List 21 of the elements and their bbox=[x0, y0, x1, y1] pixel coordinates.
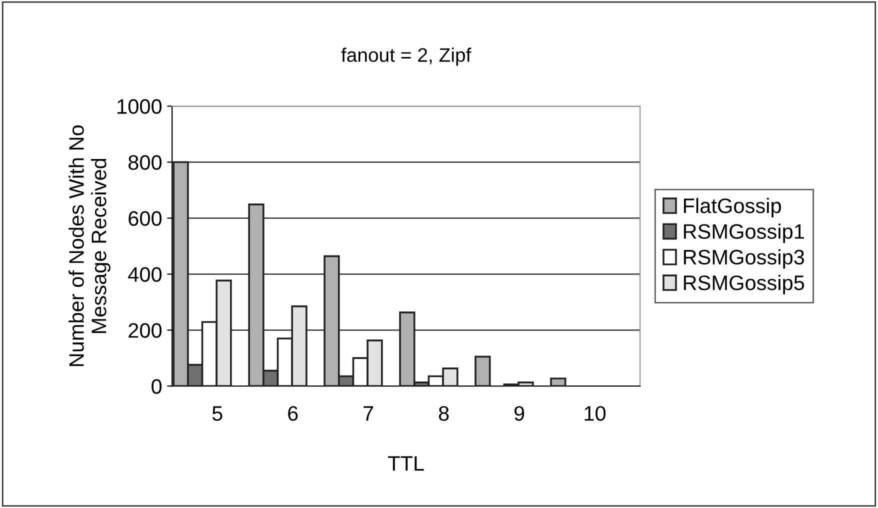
legend-label: RSMGossip3 bbox=[684, 249, 804, 269]
y-tick-label: 600 bbox=[128, 211, 162, 226]
x-tick-label: 7 bbox=[364, 406, 374, 421]
x-tick-label: 8 bbox=[438, 406, 449, 421]
legend-label: RSMGossip1 bbox=[684, 224, 804, 243]
x-axis-title: TTL bbox=[388, 456, 424, 471]
x-tick-label: 5 bbox=[212, 406, 222, 421]
x-tick-label: 10 bbox=[584, 406, 606, 421]
y-tick-label: 200 bbox=[128, 323, 162, 338]
y-tick-label: 400 bbox=[128, 267, 162, 282]
x-tick-label: 6 bbox=[288, 406, 298, 421]
y-axis-title: Number of Nodes With No Message Received bbox=[68, 125, 110, 366]
y-tick-label: 1000 bbox=[118, 99, 162, 114]
y-tick-label: 800 bbox=[128, 155, 162, 170]
chart-title: fanout = 2, Zipf bbox=[341, 48, 472, 66]
y-tick-label: 0 bbox=[152, 379, 162, 394]
x-tick-label: 9 bbox=[514, 406, 524, 421]
bar bbox=[550, 378, 566, 386]
bar bbox=[474, 356, 491, 386]
legend-label: FlatGossip bbox=[684, 198, 781, 218]
legend-label: RSMGossip5 bbox=[684, 274, 804, 294]
